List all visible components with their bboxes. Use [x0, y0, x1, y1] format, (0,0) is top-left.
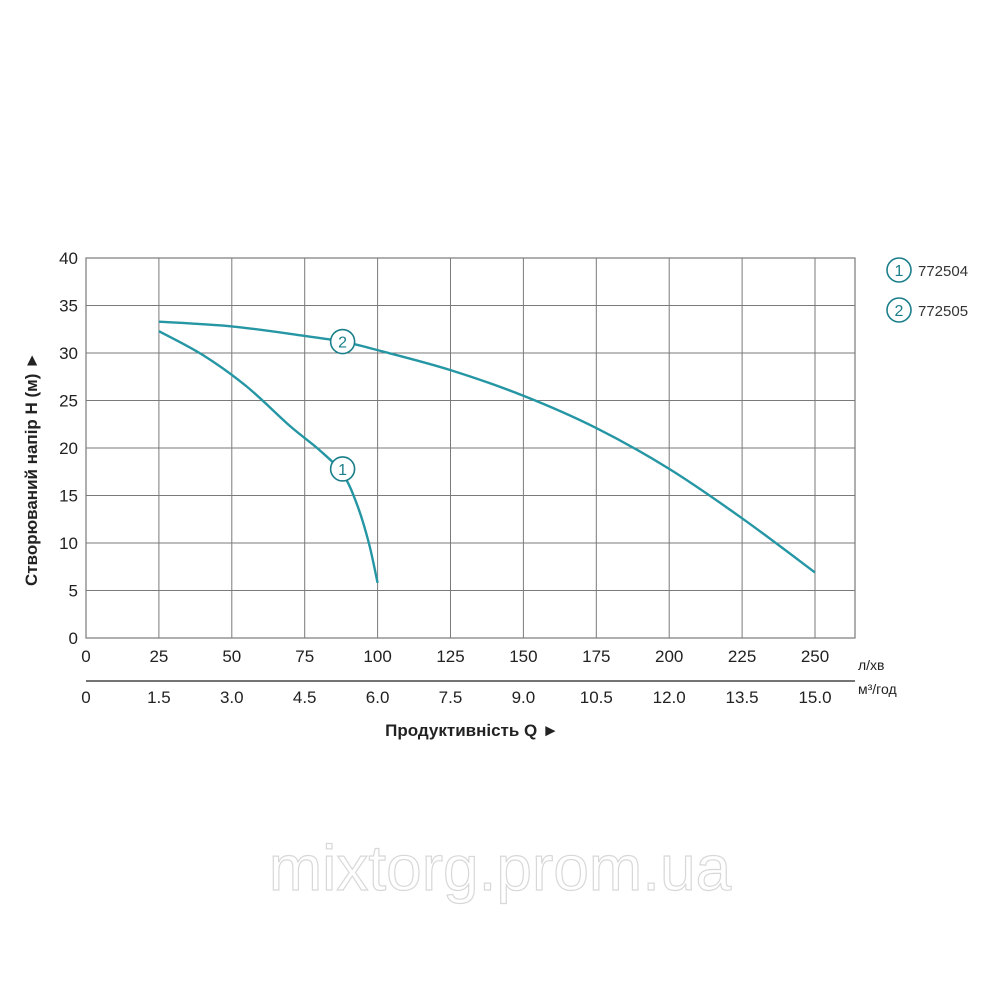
x-tick-label: 225 [728, 647, 756, 666]
x-tick-label: 25 [149, 647, 168, 666]
legend-marker-circle [886, 297, 912, 323]
y-tick-label: 20 [59, 439, 78, 458]
x-axis-label: Продуктивність Q ► [385, 721, 559, 740]
y-tick-label: 0 [69, 629, 78, 648]
y-tick-label: 30 [59, 344, 78, 363]
x-unit-secondary: м³/год [858, 681, 897, 697]
x-tick-label: 50 [222, 647, 241, 666]
x-tick-label-secondary: 12.0 [653, 688, 686, 707]
series-markers: 12 [329, 328, 356, 482]
x-tick-label-secondary: 9.0 [512, 688, 536, 707]
y-axis-label: Створюваний напір Н (м) ► [22, 352, 41, 586]
x-tick-label-secondary: 10.5 [580, 688, 613, 707]
series-lines [158, 320, 816, 584]
legend-item-772504: 1 772504 [886, 257, 968, 283]
y-tick-label: 5 [69, 582, 78, 601]
x-tick-label: 200 [655, 647, 683, 666]
series-line-772505 [158, 320, 816, 574]
y-tick-label: 40 [59, 249, 78, 268]
x-tick-label-secondary: 4.5 [293, 688, 317, 707]
x-tick-label: 150 [509, 647, 537, 666]
marker-circle [329, 456, 356, 482]
x-tick-label-secondary: 0 [81, 688, 90, 707]
legend: 1 772504 2 772505 [886, 257, 968, 323]
watermark-text: mixtorg.prom.ua [269, 832, 732, 904]
x-tick-labels-secondary: 0 1.5 3.0 4.5 6.0 7.5 9.0 10.5 12.0 13.5 15.0 [81, 688, 831, 707]
y-tick-label: 15 [59, 487, 78, 506]
legend-item-772505: 2 772505 [886, 297, 968, 323]
y-tick-label: 25 [59, 392, 78, 411]
marker-number: 2 [338, 335, 347, 352]
y-tick-label: 35 [59, 297, 78, 316]
legend-marker-number: 1 [895, 263, 904, 280]
x-tick-labels-primary: 0 25 50 75 100 125 150 175 200 225 250 [81, 647, 829, 666]
legend-label: 772505 [918, 303, 968, 320]
marker-number: 1 [338, 462, 347, 479]
x-tick-label: 100 [363, 647, 391, 666]
x-tick-label: 175 [582, 647, 610, 666]
x-tick-label-secondary: 13.5 [726, 688, 759, 707]
x-tick-label-secondary: 3.0 [220, 688, 244, 707]
series-line-772504 [158, 330, 379, 584]
y-tick-labels: 0 5 10 15 20 25 30 35 40 [59, 249, 78, 648]
legend-marker-number: 2 [895, 303, 904, 320]
x-tick-label: 0 [81, 647, 90, 666]
x-tick-label: 125 [436, 647, 464, 666]
x-tick-label: 75 [295, 647, 314, 666]
x-tick-label: 250 [801, 647, 829, 666]
grid [85, 257, 856, 639]
x-tick-label-secondary: 1.5 [147, 688, 171, 707]
y-tick-label: 10 [59, 534, 78, 553]
series-marker-2: 2 [329, 328, 356, 355]
legend-label: 772504 [918, 263, 968, 280]
series-marker-1: 1 [329, 456, 356, 482]
x-tick-label-secondary: 15.0 [798, 688, 831, 707]
x-unit-primary: л/хв [858, 657, 885, 673]
marker-circle [329, 328, 356, 355]
legend-marker-circle [886, 257, 912, 283]
x-tick-label-secondary: 6.0 [366, 688, 390, 707]
x-tick-label-secondary: 7.5 [439, 688, 463, 707]
